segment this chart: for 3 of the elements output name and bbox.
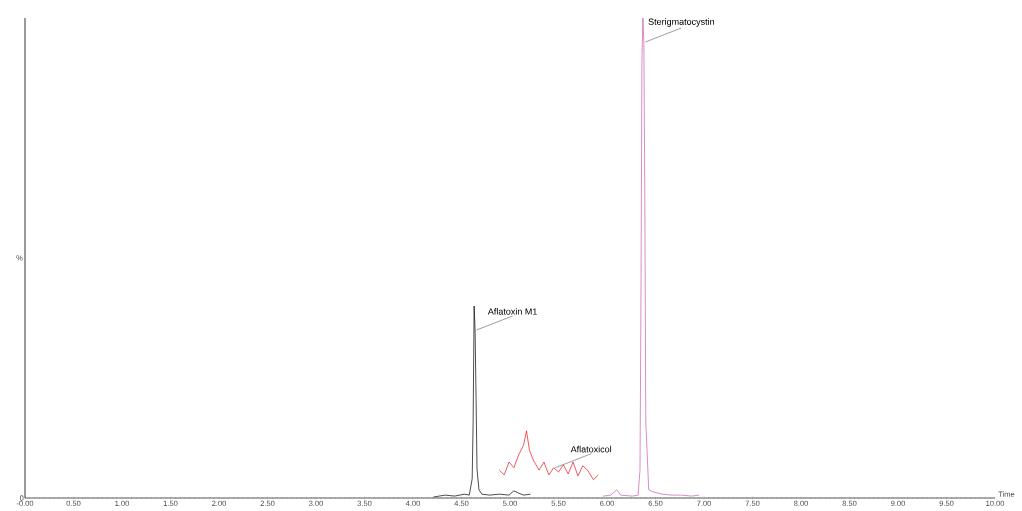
annotation: Aflatoxin M1: [487, 308, 537, 315]
annotation: Sterigmatocystin: [648, 18, 715, 27]
annotation: Aflatoxicol: [570, 445, 612, 453]
